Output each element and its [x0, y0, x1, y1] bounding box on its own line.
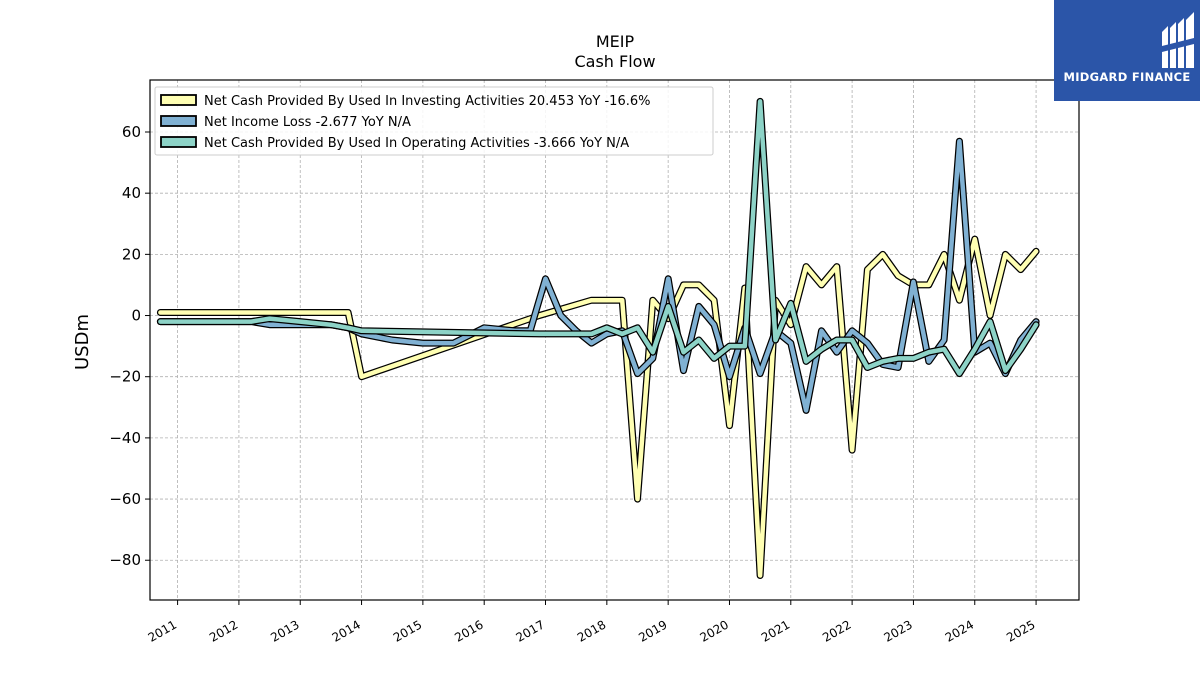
- x-tick-label: 2024: [943, 617, 976, 644]
- chart-title: MEIP: [596, 32, 635, 51]
- series-lines: [156, 97, 1040, 579]
- x-tick-label: 2018: [575, 617, 608, 644]
- brand-logo: MIDGARD FINANCE: [1054, 0, 1200, 101]
- y-tick-label: 40: [122, 184, 141, 202]
- x-tick-label: 2023: [881, 617, 914, 644]
- legend: Net Cash Provided By Used In Investing A…: [154, 86, 714, 156]
- x-tick-label: 2014: [330, 617, 363, 644]
- series-line: [158, 236, 1039, 578]
- y-tick-label: −40: [109, 429, 141, 447]
- x-tick-label: 2013: [268, 617, 301, 644]
- x-tick-label: 2015: [391, 617, 424, 644]
- legend-entry: Net Cash Provided By Used In Operating A…: [204, 136, 629, 151]
- y-axis-label: USDm: [72, 314, 93, 370]
- x-tick-label: 2012: [207, 617, 240, 644]
- chart-subtitle: Cash Flow: [574, 52, 655, 71]
- x-tick-label: 2019: [636, 617, 669, 644]
- mf-monogram-icon: [1162, 12, 1194, 68]
- y-tick-label: −80: [109, 551, 141, 569]
- series-1: [156, 235, 1040, 579]
- y-tick-label: −60: [109, 490, 141, 508]
- brand-name: MIDGARD FINANCE: [1063, 70, 1191, 84]
- y-tick-label: 0: [131, 307, 141, 325]
- series-line-outline: [156, 235, 1040, 579]
- legend-entry: Net Income Loss -2.677 YoY N/A: [204, 115, 411, 130]
- x-tick-label: 2017: [514, 617, 547, 644]
- series-line: [158, 138, 1039, 413]
- legend-swatch: [160, 136, 197, 148]
- series-2: [156, 137, 1040, 414]
- legend-box: [154, 86, 714, 156]
- plot-frame: [149, 79, 1080, 601]
- legend-swatch: [160, 94, 197, 106]
- y-tick-label: 20: [122, 245, 141, 263]
- x-tick-label: 2022: [820, 617, 853, 644]
- x-tick-label: 2020: [698, 617, 731, 644]
- y-tick-label: 60: [122, 123, 141, 141]
- x-tick-label: 2025: [1004, 617, 1037, 644]
- legend-entry: Net Cash Provided By Used In Investing A…: [204, 94, 650, 109]
- x-tick-label: 2016: [452, 617, 485, 644]
- legend-swatch: [160, 115, 197, 127]
- x-tick-label: 2011: [146, 617, 179, 644]
- grid: [150, 80, 1079, 600]
- y-tick-label: −20: [109, 368, 141, 386]
- axis-ticks: 60 40 20 0 −20 −40 −60 −80 2011 2012 2013 2014 2015 2…: [109, 123, 1037, 645]
- x-tick-label: 2021: [759, 617, 792, 644]
- series-line: [158, 99, 1039, 376]
- series-3: [156, 97, 1040, 378]
